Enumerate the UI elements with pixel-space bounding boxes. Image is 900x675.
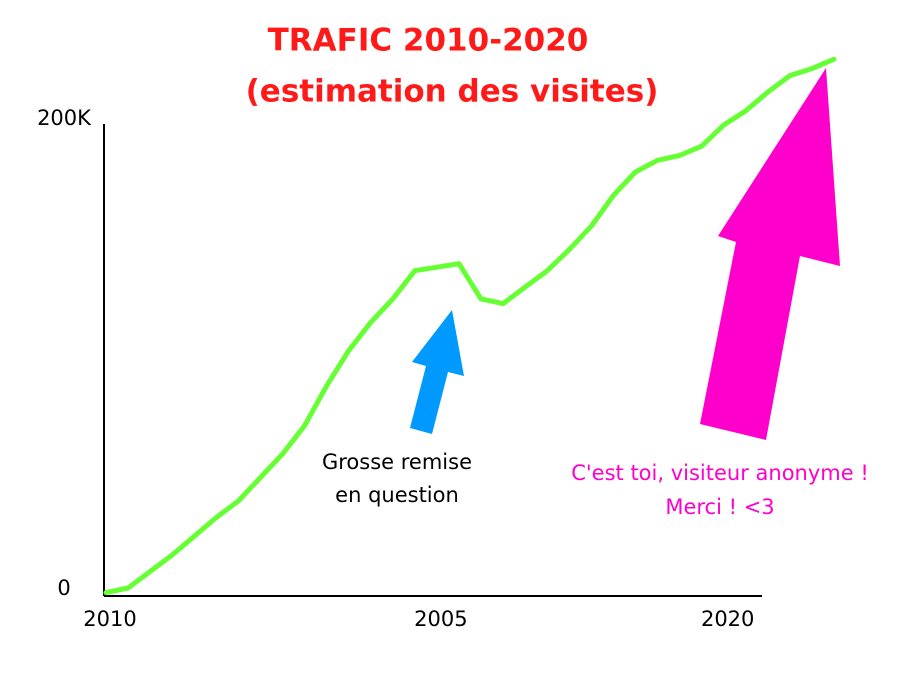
x-tick-label: 2020 [701, 607, 754, 631]
annotation: Grosse remise [322, 450, 472, 474]
chart-subtitle: (estimation des visites) [246, 74, 659, 110]
annotation: C'est toi, visiteur anonyme ! [571, 461, 869, 485]
chart-title: TRAFIC 2010-2020 [268, 23, 589, 59]
x-tick-label: 2010 [83, 607, 136, 631]
annotation-arrow [410, 310, 464, 434]
x-tick-label: 2005 [414, 607, 467, 631]
annotation: Merci ! <3 [665, 495, 774, 519]
annotation-arrow [700, 68, 840, 440]
data-line [103, 56, 837, 596]
y-tick-label: 200K [37, 106, 92, 130]
annotation: en question [335, 483, 459, 507]
y-tick-label: 0 [57, 576, 70, 600]
